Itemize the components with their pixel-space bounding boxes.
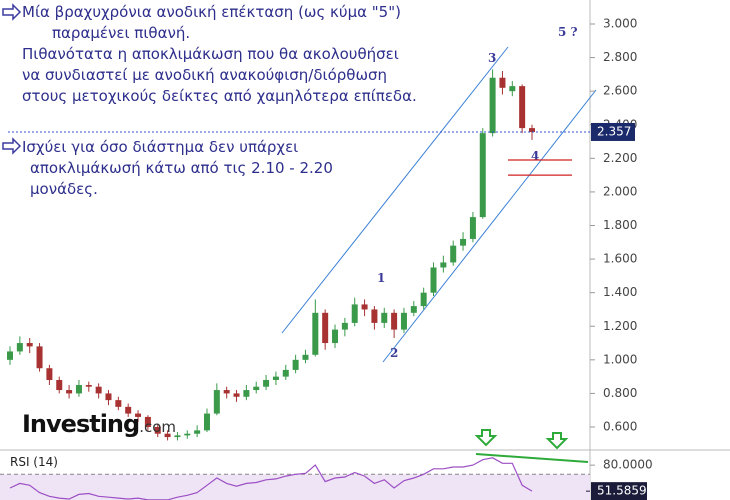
candle-body xyxy=(430,267,437,293)
annotation-text: παραμένει πιθανή. xyxy=(52,24,190,42)
candle-body xyxy=(302,354,309,360)
candle-body xyxy=(263,379,270,387)
candle-body xyxy=(144,416,151,427)
y-tick-label: 2.600 xyxy=(603,84,637,98)
candle-body xyxy=(420,292,427,307)
logo: Investing.com xyxy=(22,410,176,438)
y-tick-label: 1.200 xyxy=(603,319,637,333)
logo-suffix: .com xyxy=(139,418,176,436)
y-tick-label: 2.200 xyxy=(603,151,637,165)
logo-name: Investing xyxy=(22,410,139,438)
candle-body xyxy=(332,329,339,344)
candle-body xyxy=(509,86,516,92)
annotation-text: αποκλιμάκωσή κάτω από τις 2.10 - 2.20 xyxy=(30,159,333,177)
wave-label: 5 ? xyxy=(558,25,578,39)
candle-body xyxy=(479,133,486,218)
candle-body xyxy=(154,427,161,434)
y-tick-label: 2.800 xyxy=(603,50,637,64)
candle-body xyxy=(125,406,132,414)
y-tick-label: 0.600 xyxy=(603,420,637,434)
candle-body xyxy=(489,77,496,134)
plot xyxy=(7,69,535,441)
wave-label: 4 xyxy=(531,149,539,163)
candle-body xyxy=(312,312,319,355)
rsi-divergence-line xyxy=(475,453,589,463)
wave-label: 1 xyxy=(377,271,385,285)
wave-label: 2 xyxy=(390,346,398,360)
candle-body xyxy=(440,262,447,268)
candle-body xyxy=(233,393,240,397)
candle-body xyxy=(203,413,210,431)
candle-body xyxy=(223,390,230,394)
candle-body xyxy=(460,238,467,246)
candle-body xyxy=(410,306,417,313)
candle-body xyxy=(85,385,92,387)
candle-body xyxy=(292,359,299,370)
y-tick-label: 0.800 xyxy=(603,386,637,400)
y-tick-label: 1.600 xyxy=(603,252,637,266)
candle-body xyxy=(282,369,289,377)
candle-body xyxy=(213,390,220,414)
candle-body xyxy=(450,245,457,263)
candle-body xyxy=(351,304,358,323)
candle-body xyxy=(371,309,378,323)
candle-body xyxy=(36,346,43,369)
candle-body xyxy=(26,343,33,347)
candle-body xyxy=(272,376,279,380)
candle-body xyxy=(7,351,13,360)
annotation-text: μονάδες. xyxy=(30,180,98,198)
current-price-box xyxy=(591,122,635,141)
annotation-text: Πιθανότατα η αποκλιμάκωση που θα ακολουθ… xyxy=(22,45,399,63)
candle-body xyxy=(499,77,506,88)
y-tick-label: 3.000 xyxy=(603,17,637,31)
rsi-current-box xyxy=(591,482,647,500)
candle-body xyxy=(253,386,260,391)
wave-label: 3 xyxy=(488,51,496,65)
candle-body xyxy=(95,386,102,394)
candle-body xyxy=(75,385,82,394)
candle-body xyxy=(341,322,348,330)
channel-lower xyxy=(382,89,597,363)
candle-body xyxy=(164,433,171,438)
candle-body xyxy=(381,312,388,323)
y-tick-label: 1.400 xyxy=(603,285,637,299)
rsi-band xyxy=(0,474,590,500)
candle-body xyxy=(391,312,398,330)
candle-body xyxy=(184,433,191,436)
rsi-title: RSI (14) xyxy=(10,455,58,469)
candle-body xyxy=(400,312,407,330)
y-tick-label: 1.000 xyxy=(603,352,637,366)
candle-body xyxy=(135,413,142,417)
candle-body xyxy=(46,368,53,380)
channel-upper xyxy=(281,46,509,334)
green-arrows xyxy=(474,429,569,450)
candle-body xyxy=(529,128,535,132)
y-tick-label: 2.000 xyxy=(603,184,637,198)
candle-body xyxy=(174,435,181,438)
rsi-y-tick-label: 80.0000 xyxy=(603,458,653,472)
candle-body xyxy=(115,400,122,407)
arrow-icons xyxy=(2,3,22,155)
candle-body xyxy=(16,343,23,352)
annotation-text: Ισχύει για όσο διάστημα δεν υπάρχει xyxy=(22,138,298,156)
candle-body xyxy=(361,304,368,310)
annotation-text: στους μετοχικούς δείκτες από χαμηλότερα … xyxy=(22,87,417,105)
candle-body xyxy=(56,379,63,391)
candle-body xyxy=(194,430,201,434)
candle-body xyxy=(243,390,250,397)
candle-body xyxy=(322,312,329,344)
annotation-text: Μία βραχυχρόνια ανοδική επέκταση (ως κύμ… xyxy=(22,3,401,21)
rsi-current-label: 51.5859 xyxy=(597,484,647,498)
rsi-line xyxy=(9,457,533,500)
candle-body xyxy=(519,86,526,129)
candle-body xyxy=(469,217,476,239)
current-price-label: 2.357 xyxy=(597,124,631,138)
candle-body xyxy=(66,390,73,394)
candle-body xyxy=(105,393,112,401)
y-tick-label: 1.800 xyxy=(603,218,637,232)
annotation-text: να συνδιαστεί με ανοδική ανακούφιση/διόρ… xyxy=(22,66,387,84)
